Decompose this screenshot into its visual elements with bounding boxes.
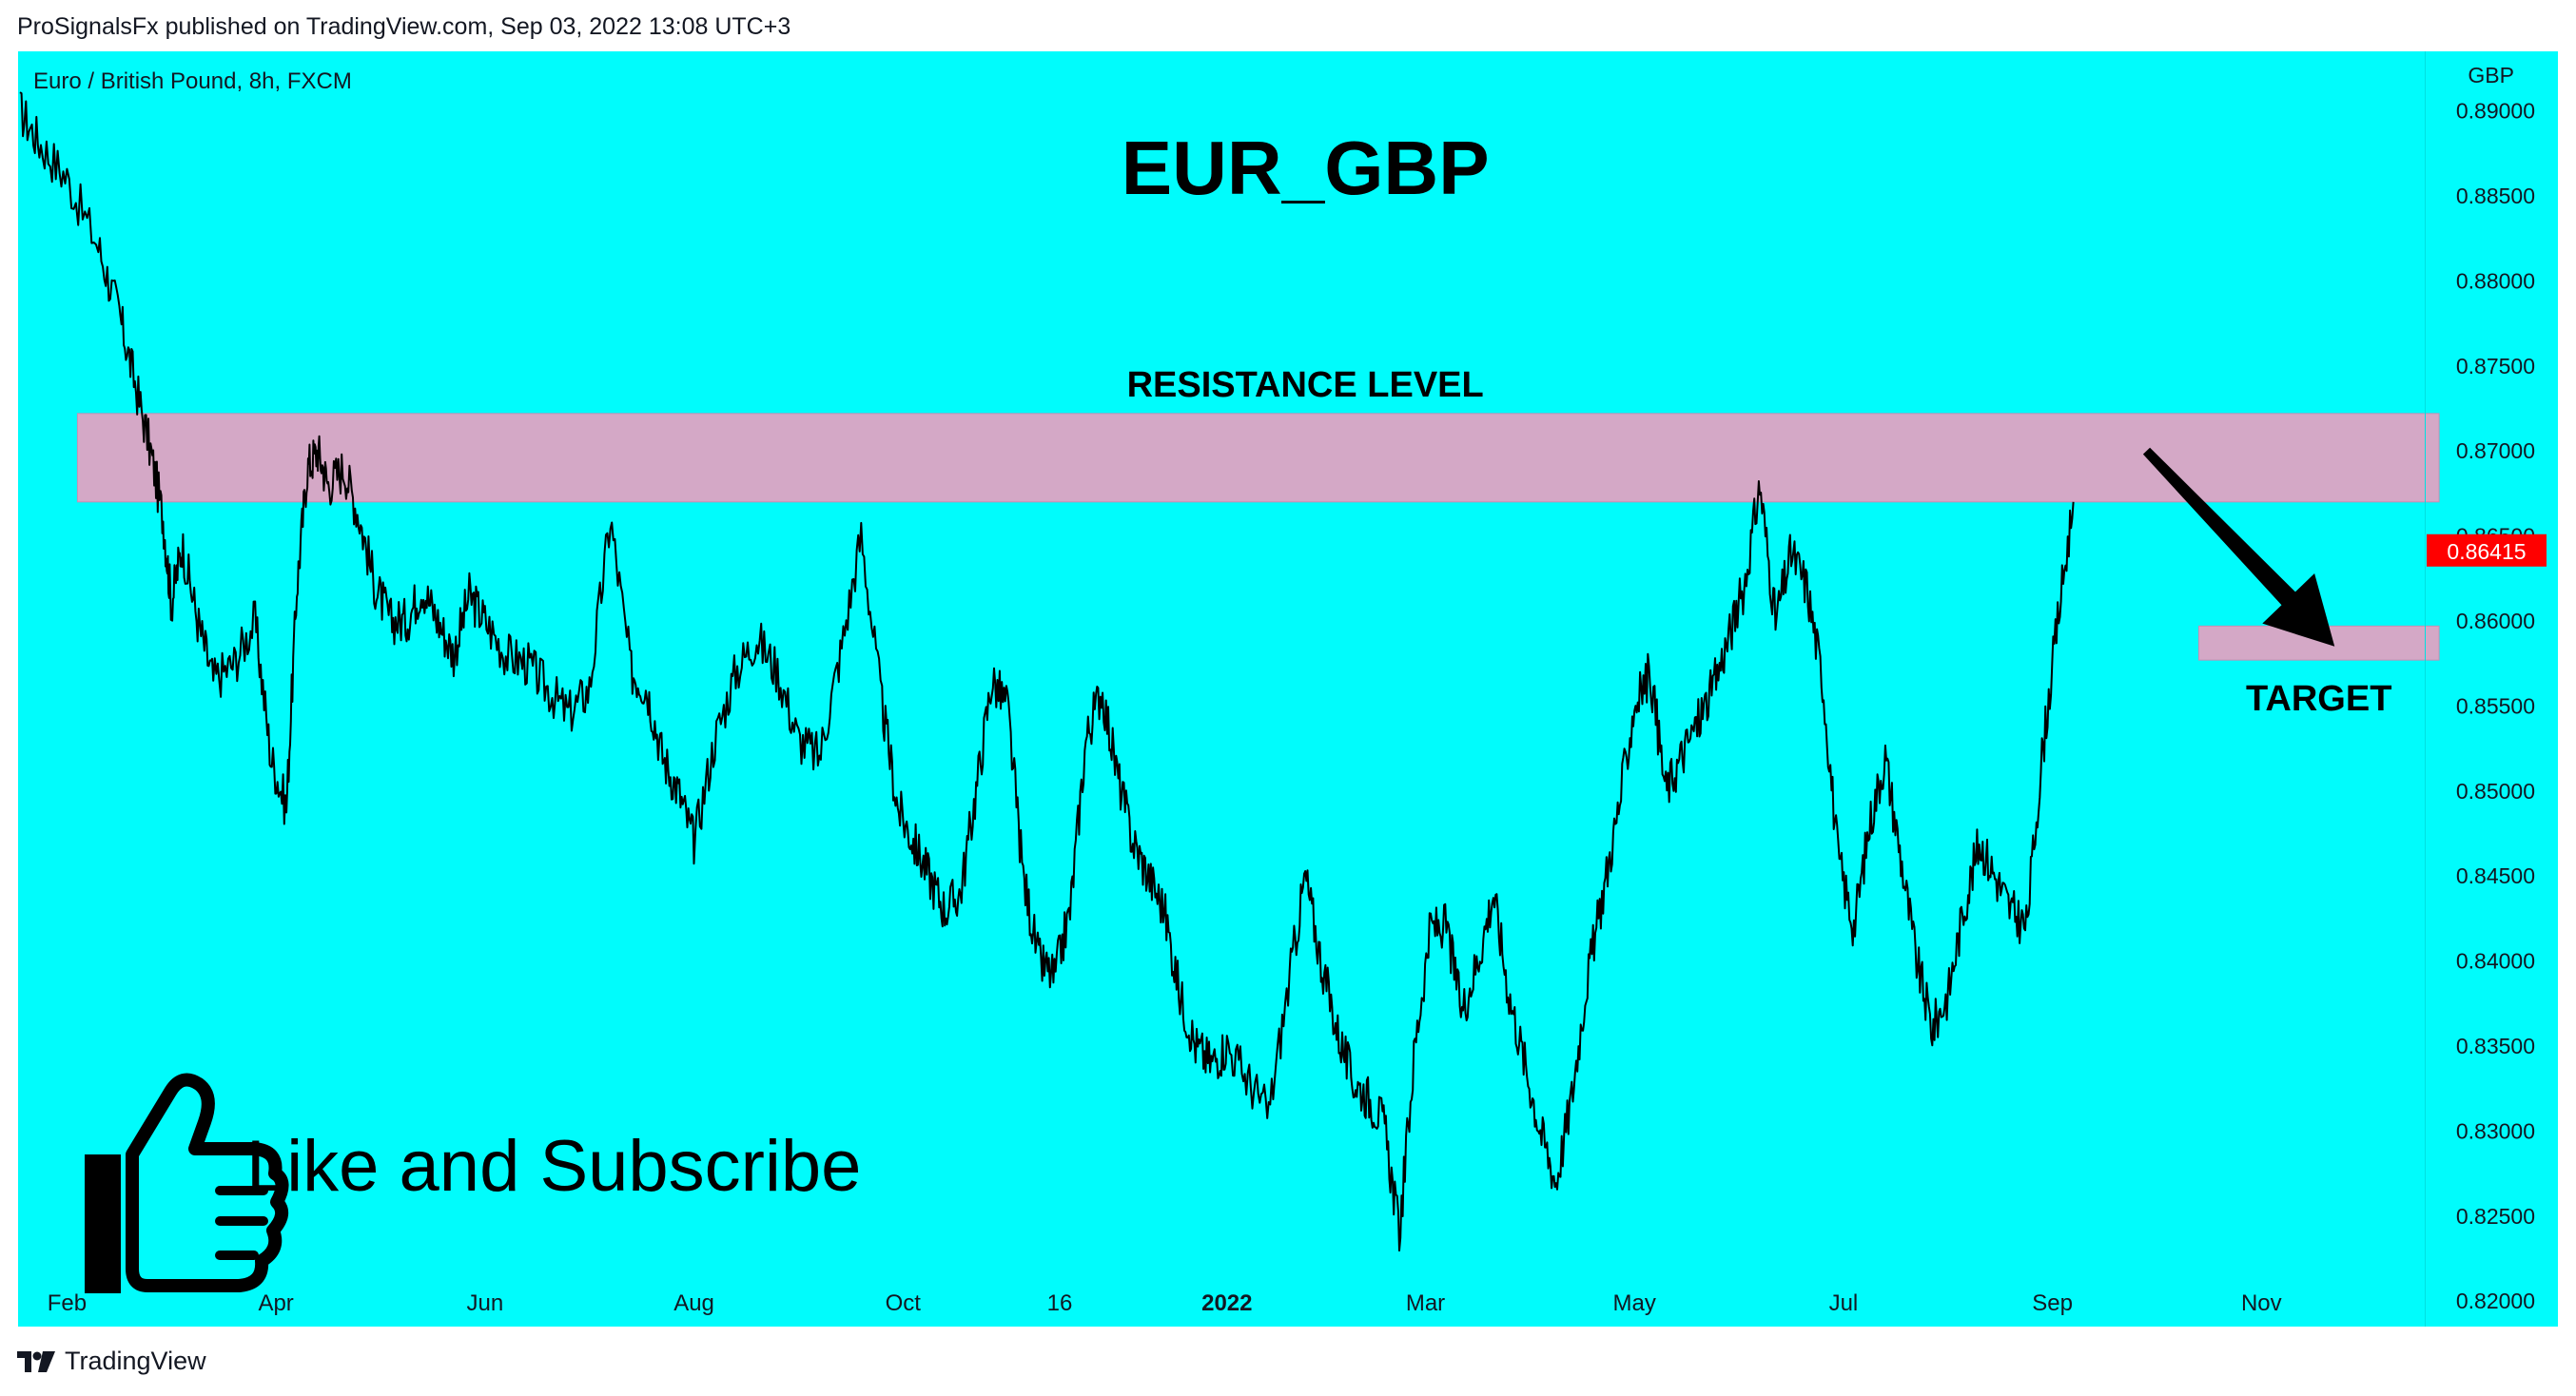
x-tick-label-6: 2022 [1201,1290,1252,1316]
zones-layer [76,413,2440,661]
x-tick-label-11: Nov [2241,1290,2282,1316]
tradingview-brand[interactable]: TradingView [65,1347,206,1375]
overlay-layer: EUR_GBP RESISTANCE LEVEL TARGET Like and Su… [246,126,2391,1207]
y-tick-label-7: 0.85500 [2456,693,2535,718]
y-tick-label-12: 0.83000 [2456,1118,2535,1143]
tradingview-logo-icon[interactable] [17,1350,55,1372]
footer: TradingView [17,1347,206,1376]
x-tick-label-10: Sep [2032,1290,2073,1316]
chart-panel[interactable]: EUR_GBP RESISTANCE LEVEL TARGET Like and Su… [18,51,2558,1327]
y-tick-label-1: 0.88500 [2456,184,2535,208]
target-label: TARGET [2246,679,2391,719]
y-tick-label-14: 0.82000 [2456,1289,2535,1313]
y-tick-label-2: 0.88000 [2456,268,2535,293]
x-tick-label-9: Jul [1829,1290,1859,1316]
last-price-badge[interactable] [2427,533,2547,567]
y-tick-label-6: 0.86000 [2456,609,2535,633]
like-subscribe-text[interactable]: Like and Subscribe [246,1126,861,1207]
x-axis: Feb Apr Jun Aug Oct 16 2022 Mar May Jul Sep Nov [48,1290,2282,1316]
x-tick-label-7: Mar [1406,1290,1445,1316]
x-tick-label-1: Apr [258,1290,293,1316]
x-tick-label-5: 16 [1047,1290,1073,1316]
thumbs-up-icon [85,1073,289,1293]
y-tick-label-10: 0.84000 [2456,949,2535,974]
y-tick-label-3: 0.87500 [2456,354,2535,378]
y-tick-label-0: 0.89000 [2456,99,2535,124]
x-tick-label-8: May [1613,1290,1656,1316]
x-tick-label-0: Feb [48,1290,87,1316]
currency-label: GBP [2468,63,2514,87]
resistance-zone[interactable] [76,413,2440,503]
publisher-header: ProSignalsFx published on TradingView.co… [17,13,791,40]
price-line [19,91,2075,1252]
y-tick-label-8: 0.85000 [2456,779,2535,804]
price-axis-divider [2425,51,2426,1327]
y-tick-label-9: 0.84500 [2456,863,2535,888]
chart-title: EUR_GBP [1122,126,1490,210]
y-tick-label-11: 0.83500 [2456,1034,2535,1058]
symbol-label: Euro / British Pound, 8h, FXCM [33,68,352,94]
resistance-label: RESISTANCE LEVEL [1127,365,1484,405]
x-tick-label-2: Jun [466,1290,503,1316]
x-tick-label-3: Aug [673,1290,714,1316]
y-axis: 0.890000.885000.880000.875000.870000.865… [2427,99,2547,1313]
target-arrow [2142,447,2335,647]
y-tick-label-4: 0.87000 [2456,438,2535,463]
last-price-label: 0.86415 [2447,539,2526,564]
y-tick-label-13: 0.82500 [2456,1204,2535,1229]
x-tick-label-4: Oct [886,1290,922,1316]
price-chart[interactable]: EUR_GBP RESISTANCE LEVEL TARGET Like and Su… [18,51,2558,1327]
